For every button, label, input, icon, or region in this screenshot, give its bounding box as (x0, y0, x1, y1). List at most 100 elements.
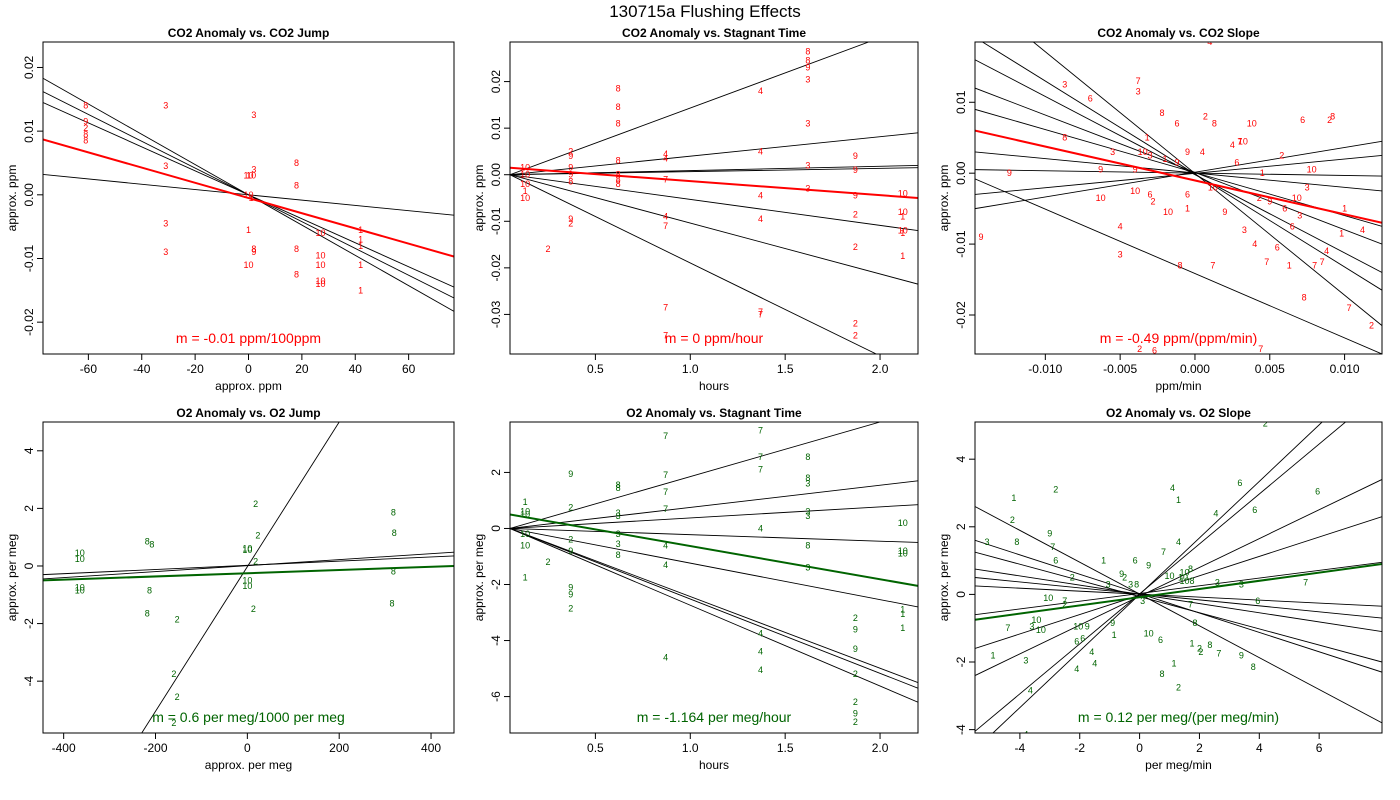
data-point: 1 (246, 225, 251, 235)
data-point: 6 (1174, 119, 1179, 129)
data-point: 7 (1062, 596, 1067, 606)
plot-frame (974, 41, 1383, 355)
y-tick-label: -0.03 (489, 300, 503, 328)
data-point: 8 (616, 118, 621, 128)
data-point: 10 (1292, 193, 1302, 203)
data-point: 8 (392, 528, 397, 538)
y-tick-label: 0.01 (22, 119, 36, 143)
x-tick-label: 0.5 (587, 741, 604, 755)
data-point: 8 (294, 180, 299, 190)
x-tick-label: 1.0 (682, 362, 699, 376)
regression-line (982, 42, 1382, 291)
data-point: 9 (1185, 147, 1190, 157)
data-point: 10 (243, 171, 253, 181)
data-point: 7 (758, 452, 763, 462)
data-point: 2 (1062, 600, 1067, 610)
y-tick-label: -0.02 (489, 254, 503, 282)
data-point: 8 (391, 567, 396, 577)
data-point: 10 (242, 575, 252, 585)
data-point: 1 (358, 234, 363, 244)
y-axis-label: approx. ppm (937, 165, 951, 232)
data-point: 2 (255, 531, 260, 541)
overall-fit-line (510, 166, 918, 199)
figure-title: 130715a Flushing Effects (609, 2, 801, 21)
data-point: 7 (663, 302, 668, 312)
x-tick-label: 0.5 (587, 362, 604, 376)
data-point: 4 (758, 647, 763, 657)
data-point: 8 (1207, 640, 1212, 650)
x-tick-label: -4 (1015, 741, 1026, 755)
y-tick-label: -2 (954, 656, 968, 667)
y-tick-label: 4 (954, 456, 968, 463)
data-point: 7 (663, 470, 668, 480)
data-point: 6 (1255, 596, 1260, 606)
data-point: 8 (1188, 564, 1193, 574)
data-point: 7 (758, 307, 763, 317)
data-point: 2 (853, 209, 858, 219)
data-point: 4 (1213, 508, 1218, 518)
data-point: 3 (251, 164, 256, 174)
data-point: 3 (805, 74, 810, 84)
data-point: 2 (1203, 111, 1208, 121)
data-point: 8 (1251, 662, 1256, 672)
data-point: 3 (1297, 211, 1302, 221)
panel-title: CO2 Anomaly vs. CO2 Jump (168, 26, 330, 40)
data-point: 8 (616, 483, 621, 493)
y-tick-label: 0 (22, 562, 36, 569)
data-point: 2 (175, 692, 180, 702)
y-tick-label: 0.01 (954, 90, 968, 114)
x-tick-label: -0.010 (1028, 362, 1062, 376)
x-tick-label: 0 (1136, 741, 1143, 755)
data-point: 1 (1172, 659, 1177, 669)
x-axis-label: hours (699, 379, 729, 393)
data-point: 3 (1215, 578, 1220, 588)
x-tick-label: 200 (329, 741, 349, 755)
data-point: 2 (1151, 197, 1156, 207)
x-tick-label: 2.0 (872, 362, 889, 376)
y-tick-label: -4 (489, 635, 503, 646)
data-point: 1 (1163, 154, 1168, 164)
y-tick-label: 0.00 (22, 183, 36, 207)
data-point: 4 (1230, 140, 1235, 150)
y-tick-label: -2 (22, 618, 36, 629)
x-tick-label: -40 (133, 362, 151, 376)
data-point: 3 (163, 101, 168, 111)
data-point: 4 (1028, 686, 1033, 696)
data-point: 8 (1212, 119, 1217, 129)
data-point: 9 (805, 63, 810, 73)
y-tick-label: -0.01 (954, 230, 968, 258)
panel-title: CO2 Anomaly vs. CO2 Slope (1097, 26, 1260, 40)
x-tick-label: 1.5 (777, 362, 794, 376)
data-point: 9 (1174, 158, 1179, 168)
regression-line (510, 174, 918, 285)
data-point: 2 (1137, 344, 1142, 354)
data-point: 8 (805, 452, 810, 462)
data-point: 6 (1275, 243, 1280, 253)
data-point: 9 (853, 644, 858, 654)
data-point: 10 (1179, 567, 1189, 577)
data-point: 1 (1342, 204, 1347, 214)
y-tick-label: -4 (22, 676, 36, 687)
data-point: 8 (1330, 111, 1335, 121)
data-point: 10 (242, 545, 252, 555)
data-point: 8 (389, 598, 394, 608)
x-tick-label: -20 (186, 362, 204, 376)
overall-fit-line (975, 562, 1382, 621)
data-point: 10 (316, 228, 326, 238)
data-point: 2 (251, 604, 256, 614)
plot-frame (509, 421, 919, 734)
data-point: 7 (663, 487, 668, 497)
data-point: 9 (568, 163, 573, 173)
data-point: 2 (568, 535, 573, 545)
y-tick-label: 0.01 (489, 116, 503, 140)
data-point: 1 (358, 225, 363, 235)
data-point: 1 (1112, 630, 1117, 640)
data-point: 6 (1148, 189, 1153, 199)
data-point: 9 (568, 469, 573, 479)
data-point: 10 (316, 260, 326, 270)
panel-title: O2 Anomaly vs. O2 Jump (176, 406, 320, 420)
data-point: 8 (145, 537, 150, 547)
slope-annotation: m = 0.6 per meg/1000 per meg (152, 709, 345, 725)
regression-line (510, 528, 918, 608)
data-point: 10 (1179, 576, 1189, 586)
